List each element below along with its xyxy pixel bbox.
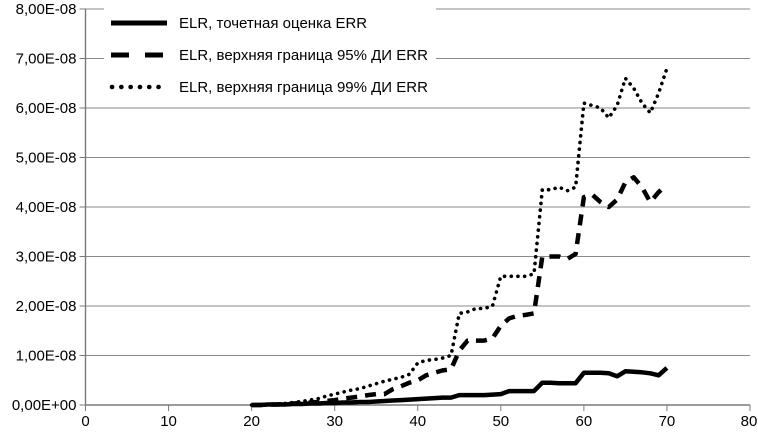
x-tick-label: 80 [741, 413, 758, 430]
legend-label-point-estimate: ELR, точетная оценка ERR [179, 14, 368, 32]
legend: ELR, точетная оценка ERR ELR, верхняя гр… [104, 5, 436, 105]
y-tick-label: 0,00E+00 [12, 397, 77, 414]
legend-label-upper-95ci: ELR, верхняя граница 95% ДИ ERR [179, 46, 428, 64]
legend-item-upper-95ci: ELR, верхняя граница 95% ДИ ERR [108, 39, 428, 71]
x-tick-label: 0 [81, 413, 89, 430]
y-tick-label: 2,00E-08 [16, 298, 77, 315]
y-tick-label: 6,00E-08 [16, 100, 77, 117]
x-tick-label: 40 [409, 413, 426, 430]
x-tick-label: 20 [243, 413, 260, 430]
x-tick-label: 30 [326, 413, 343, 430]
legend-sample-solid-line [111, 20, 167, 26]
y-tick-label: 5,00E-08 [16, 150, 77, 167]
y-tick-label: 4,00E-08 [16, 199, 77, 216]
x-tick-label: 50 [492, 413, 509, 430]
y-tick-label: 3,00E-08 [16, 249, 77, 266]
x-tick-label: 70 [659, 413, 676, 430]
series-line-dotted [249, 66, 669, 407]
y-tick-label: 8,00E-08 [16, 1, 77, 18]
legend-item-point-estimate: ELR, точетная оценка ERR [108, 7, 428, 39]
series-line-dashed [251, 175, 669, 408]
x-tick-label: 60 [576, 413, 593, 430]
y-tick-label: 7,00E-08 [16, 51, 77, 68]
series-line-solid [251, 366, 669, 408]
legend-sample-dashed-line [111, 52, 163, 58]
y-tick-label: 1,00E-08 [16, 348, 77, 365]
legend-item-upper-99ci: ELR, верхняя граница 99% ДИ ERR [108, 71, 428, 103]
legend-sample-dotted-line [109, 84, 167, 90]
legend-label-upper-99ci: ELR, верхняя граница 99% ДИ ERR [179, 78, 428, 96]
x-tick-label: 10 [160, 413, 177, 430]
